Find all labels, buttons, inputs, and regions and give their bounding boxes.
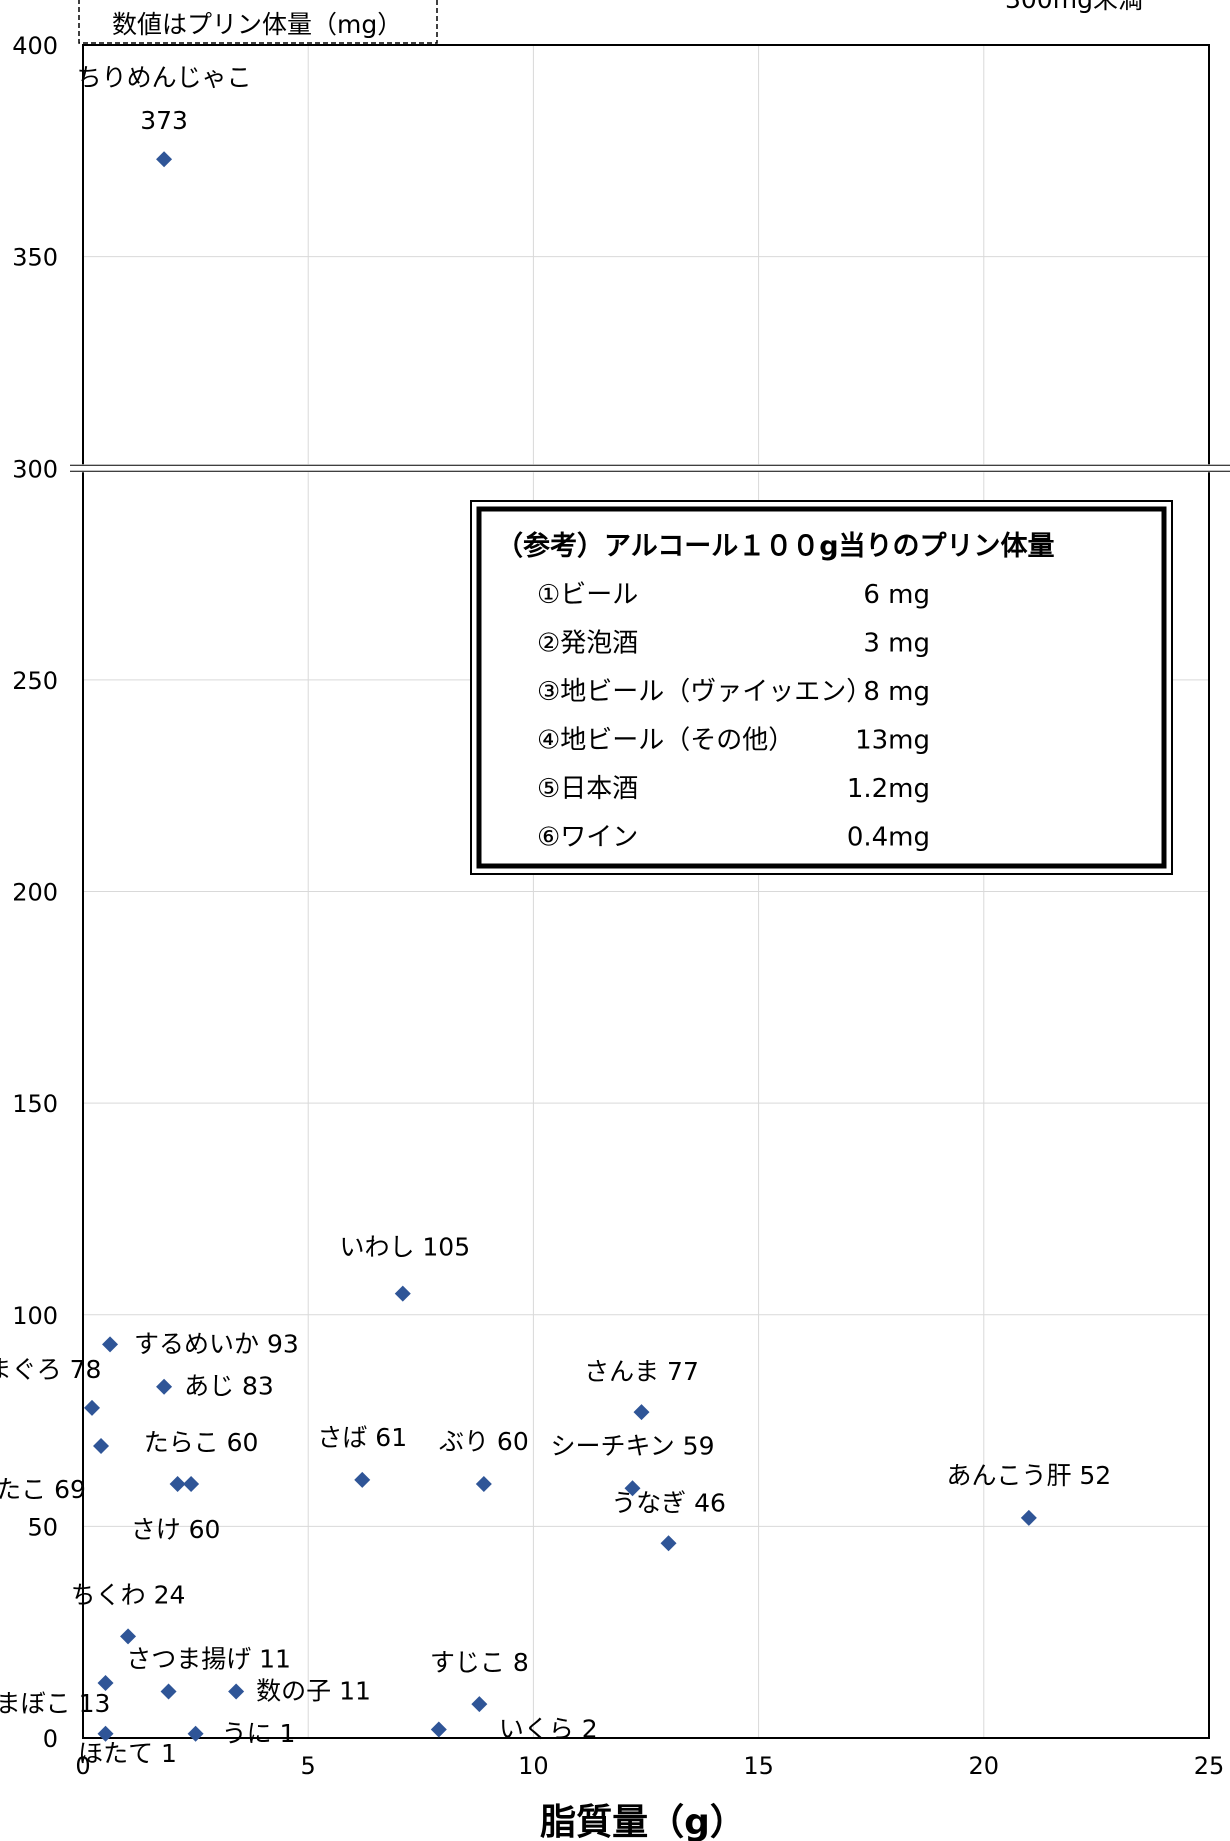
top-right-note: 300mg未満 bbox=[1005, 0, 1143, 14]
point-label: さんま 77 bbox=[584, 1357, 699, 1386]
point-label: ほたて 1 bbox=[78, 1739, 177, 1768]
x-tick-label: 20 bbox=[969, 1752, 1000, 1780]
data-point bbox=[97, 1674, 114, 1691]
data-point bbox=[475, 1476, 492, 1493]
axis-break bbox=[70, 464, 1230, 473]
reference-title: （参考）アルコール１００g当りのプリン体量 bbox=[496, 530, 1055, 562]
y-tick-label: 350 bbox=[12, 244, 58, 272]
note-box: 数値はプリン体量（mg） bbox=[78, 0, 438, 44]
point-label: ちくわ 24 bbox=[71, 1580, 186, 1609]
x-tick-label: 15 bbox=[743, 1752, 774, 1780]
point-label: ぶり 60 bbox=[439, 1427, 529, 1456]
y-tick-label: 400 bbox=[12, 32, 58, 60]
reference-items: ①ビール 6 mg ②発泡酒 3 mg ③地ビール（ヴァイッエン）8 mg ④地ビール（そ… bbox=[537, 580, 930, 853]
data-point bbox=[430, 1721, 447, 1738]
data-point bbox=[394, 1285, 411, 1302]
x-tick-label: 0 bbox=[75, 1752, 90, 1780]
data-point bbox=[169, 1476, 186, 1493]
data-point bbox=[156, 151, 173, 168]
point-label: さつま揚げ 11 bbox=[126, 1644, 291, 1673]
data-point bbox=[97, 1725, 114, 1742]
data-point bbox=[633, 1404, 650, 1421]
plot-frame bbox=[82, 44, 1210, 1739]
y-tick-label: 250 bbox=[12, 667, 58, 695]
y-tick-label: 50 bbox=[27, 1513, 58, 1541]
point-label: まぐろ 78 bbox=[0, 1355, 101, 1384]
reference-item-value: 8 mg bbox=[863, 677, 930, 707]
point-label: たこ 69 bbox=[0, 1475, 86, 1504]
x-tick-label: 25 bbox=[1194, 1752, 1225, 1780]
reference-item-value: 3 mg bbox=[863, 629, 930, 659]
y-tick-label: 0 bbox=[43, 1725, 58, 1753]
point-label: するめいか 93 bbox=[134, 1329, 299, 1358]
point-label: たらこ 60 bbox=[144, 1428, 259, 1457]
data-point bbox=[187, 1725, 204, 1742]
reference-item-value: 0.4mg bbox=[847, 823, 930, 853]
point-label: さけ 60 bbox=[131, 1515, 221, 1544]
data-point bbox=[1020, 1509, 1037, 1526]
point-label: 数の子 11 bbox=[256, 1676, 371, 1705]
point-label: うに 1 bbox=[222, 1719, 296, 1748]
point-labels: ちりめんじゃこ 373 いわし 105 するめいか 93 あじ 83 まぐろ 78 さんま … bbox=[0, 63, 1111, 1768]
reference-item-name: ④地ビール（その他） bbox=[537, 726, 794, 756]
point-value-label: 373 bbox=[140, 106, 188, 135]
data-point bbox=[102, 1336, 119, 1353]
axis-break-gap bbox=[70, 464, 1230, 473]
y-tick-label: 150 bbox=[12, 1090, 58, 1118]
x-tick-label: 10 bbox=[518, 1752, 549, 1780]
data-point bbox=[120, 1628, 137, 1645]
point-label: かまぼこ 13 bbox=[0, 1689, 110, 1718]
data-point bbox=[84, 1399, 101, 1416]
y-tick-label: 300 bbox=[12, 455, 58, 483]
reference-item-name: ⑥ワイン bbox=[537, 823, 638, 853]
x-tick-label: 5 bbox=[301, 1752, 316, 1780]
data-point bbox=[156, 1378, 173, 1395]
point-label: シーチキン 59 bbox=[550, 1431, 714, 1460]
y-tick-label: 200 bbox=[12, 879, 58, 907]
data-point bbox=[660, 1535, 677, 1552]
point-label: あじ 83 bbox=[184, 1372, 274, 1401]
data-point bbox=[228, 1683, 245, 1700]
x-axis-label: 脂質量（g） bbox=[540, 1802, 746, 1841]
reference-item-value: 13mg bbox=[855, 726, 930, 756]
reference-item-value: 6 mg bbox=[863, 580, 930, 610]
reference-item-name: ⑤日本酒 bbox=[537, 774, 638, 804]
note-text: 数値はプリン体量（mg） bbox=[112, 10, 402, 39]
y-tick-label: 100 bbox=[12, 1302, 58, 1330]
data-point bbox=[354, 1471, 371, 1488]
data-point bbox=[624, 1480, 641, 1497]
data-point bbox=[471, 1696, 488, 1713]
reference-box: （参考）アルコール１００g当りのプリン体量 ①ビール 6 mg ②発泡酒 3 mg ③地… bbox=[470, 500, 1173, 875]
data-point bbox=[160, 1683, 177, 1700]
point-label: いくら 2 bbox=[499, 1715, 598, 1744]
reference-item-value: 1.2mg bbox=[847, 774, 930, 804]
data-points bbox=[84, 151, 1037, 1742]
point-label: あんこう肝 52 bbox=[946, 1461, 1111, 1490]
point-label: すじこ 8 bbox=[430, 1648, 529, 1677]
reference-item-name: ③地ビール（ヴァイッエン） bbox=[537, 677, 872, 707]
point-label: さば 61 bbox=[317, 1423, 407, 1452]
data-point bbox=[93, 1437, 110, 1454]
point-label: ちりめんじゃこ bbox=[77, 63, 252, 92]
point-label: うなぎ 46 bbox=[611, 1488, 726, 1517]
point-label: いわし 105 bbox=[339, 1233, 470, 1262]
data-point bbox=[183, 1476, 200, 1493]
reference-item-name: ②発泡酒 bbox=[537, 629, 638, 659]
reference-item-name: ①ビール bbox=[537, 580, 638, 610]
